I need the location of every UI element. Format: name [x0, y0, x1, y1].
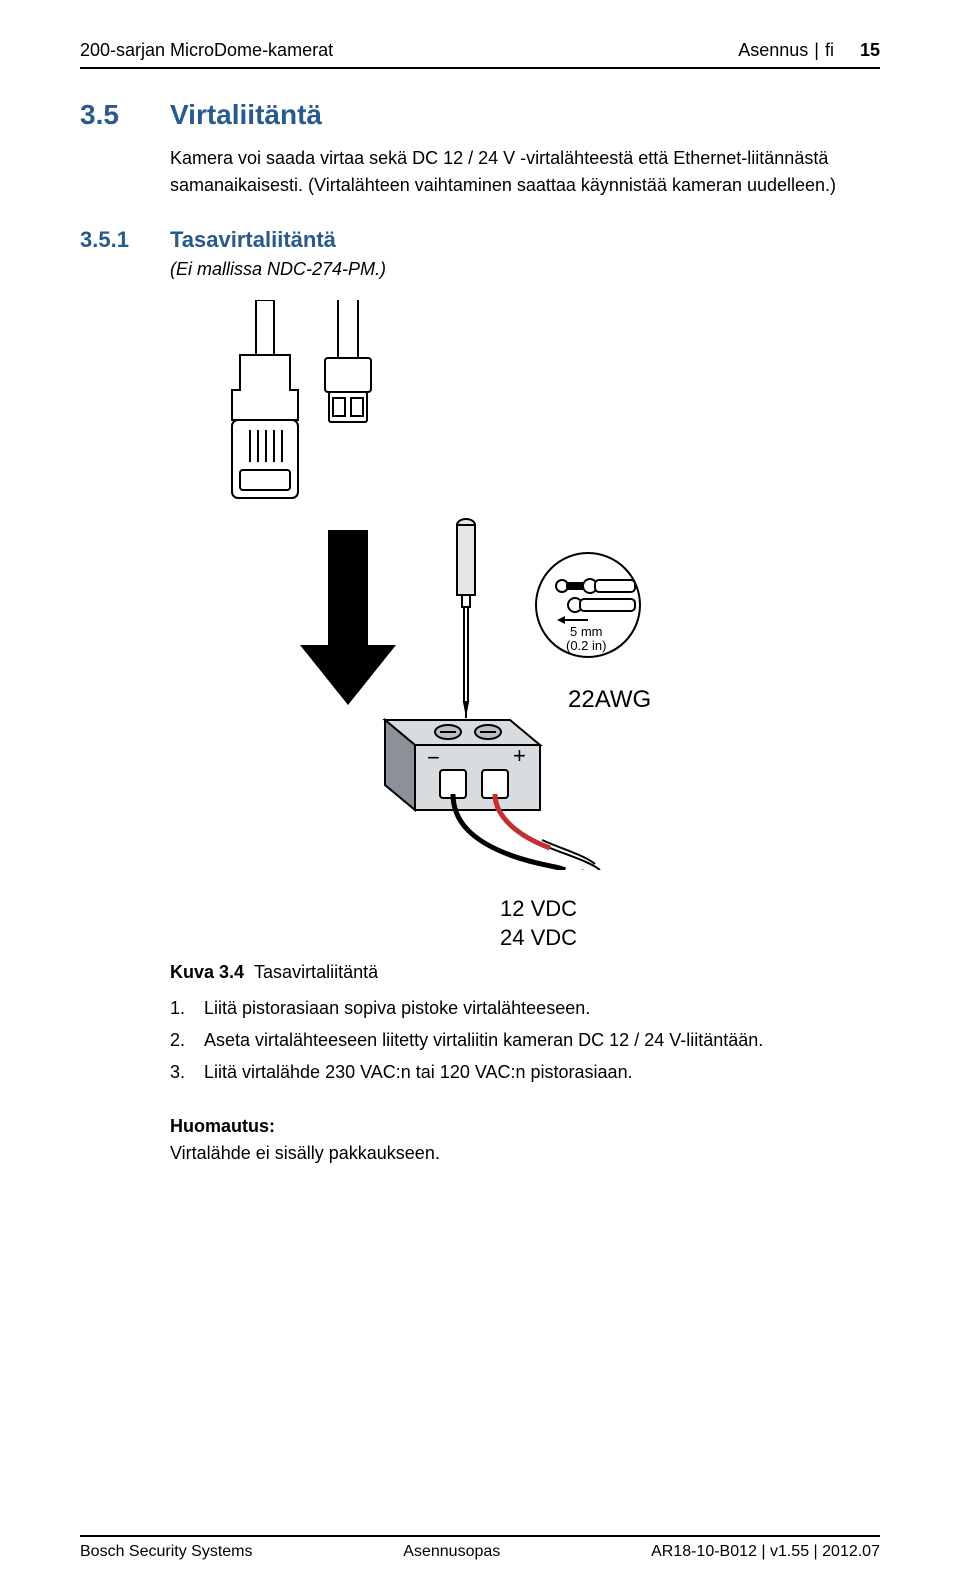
page: 200-sarjan MicroDome-kamerat Asennus | f… — [0, 0, 960, 1591]
wiring-diagram: 5 mm (0.2 in) 22AWG — [170, 300, 770, 870]
rj45-connector-icon — [232, 300, 298, 498]
page-header: 200-sarjan MicroDome-kamerat Asennus | f… — [80, 40, 880, 61]
strip-in-label: (0.2 in) — [566, 638, 606, 653]
subsection-title: Tasavirtaliitäntä — [170, 227, 336, 253]
figure-caption-text: Tasavirtaliitäntä — [254, 962, 378, 983]
step-text: Liitä virtalähde 230 VAC:n tai 120 VAC:n… — [204, 1059, 880, 1087]
step-row: 3. Liitä virtalähde 230 VAC:n tai 120 VA… — [170, 1059, 880, 1087]
header-sep: | — [814, 40, 819, 61]
wire-strip-detail-icon: 5 mm (0.2 in) — [536, 553, 640, 657]
footer-right: AR18-10-B012 | v1.55 | 2012.07 — [651, 1543, 880, 1561]
step-num: 1. — [170, 995, 204, 1023]
section-body: Kamera voi saada virtaa sekä DC 12 / 24 … — [170, 145, 880, 199]
diagram-wrap: 5 mm (0.2 in) 22AWG — [170, 300, 880, 875]
two-wire-plug-icon — [325, 300, 371, 422]
screwdriver-icon — [457, 519, 475, 712]
strip-len-label: 5 mm — [570, 624, 603, 639]
step-row: 1. Liitä pistorasiaan sopiva pistoke vir… — [170, 995, 880, 1023]
note-block: Huomautus: Virtalähde ei sisälly pakkauk… — [170, 1113, 880, 1167]
section-number: 3.5 — [80, 99, 170, 131]
subsection-heading: 3.5.1 Tasavirtaliitäntä — [80, 227, 880, 253]
figure-caption: Kuva 3.4 Tasavirtaliitäntä — [170, 962, 880, 983]
footer-rule — [80, 1535, 880, 1537]
vdc-12: 12 VDC — [500, 895, 880, 924]
subsection-italic-note: (Ei mallissa NDC-274-PM.) — [170, 259, 880, 280]
header-right: Asennus | fi 15 — [738, 40, 880, 61]
header-page-number: 15 — [860, 40, 880, 61]
arrow-down-icon — [300, 530, 396, 705]
header-section: Asennus — [738, 40, 808, 61]
note-title: Huomautus: — [170, 1113, 880, 1140]
section-title: Virtaliitäntä — [170, 99, 322, 131]
header-rule — [80, 67, 880, 69]
wire-gauge-label: 22AWG — [568, 686, 651, 713]
step-text: Liitä pistorasiaan sopiva pistoke virtal… — [204, 995, 880, 1023]
spacer — [80, 1167, 880, 1505]
svg-text:−: − — [427, 745, 440, 770]
footer-center: Asennusopas — [403, 1543, 500, 1561]
svg-text:+: + — [513, 743, 526, 768]
step-num: 2. — [170, 1027, 204, 1055]
header-left: 200-sarjan MicroDome-kamerat — [80, 40, 333, 61]
step-text: Aseta virtalähteeseen liitetty virtaliit… — [204, 1027, 880, 1055]
step-num: 3. — [170, 1059, 204, 1087]
vdc-block: 12 VDC 24 VDC — [500, 895, 880, 952]
terminal-block-icon: − + — [385, 720, 540, 810]
footer-left: Bosch Security Systems — [80, 1543, 253, 1561]
page-footer: Bosch Security Systems Asennusopas AR18-… — [80, 1543, 880, 1561]
vdc-24: 24 VDC — [500, 924, 880, 953]
step-row: 2. Aseta virtalähteeseen liitetty virtal… — [170, 1027, 880, 1055]
figure-label: Kuva 3.4 — [170, 962, 244, 983]
note-body: Virtalähde ei sisälly pakkaukseen. — [170, 1140, 880, 1167]
subsection-number: 3.5.1 — [80, 227, 170, 253]
steps-list: 1. Liitä pistorasiaan sopiva pistoke vir… — [170, 995, 880, 1091]
header-lang: fi — [825, 40, 834, 61]
section-heading: 3.5 Virtaliitäntä — [80, 99, 880, 131]
